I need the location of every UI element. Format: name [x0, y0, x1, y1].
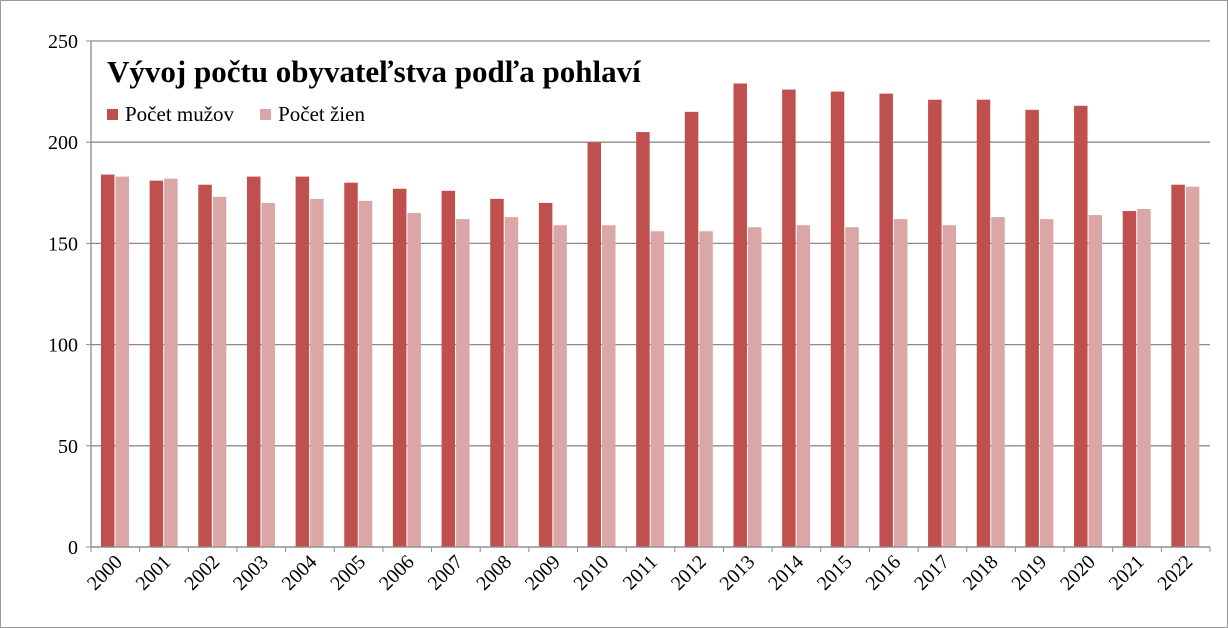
bar	[602, 225, 616, 547]
bar	[198, 184, 212, 548]
bar	[164, 178, 178, 547]
bar	[490, 198, 504, 547]
bar	[261, 202, 275, 548]
bar	[928, 99, 942, 548]
bar	[212, 196, 227, 547]
bar	[115, 176, 129, 547]
bar	[1171, 184, 1185, 548]
legend-swatch	[107, 109, 118, 120]
bar	[456, 219, 470, 547]
chart-title: Vývoj počtu obyvateľstva podľa pohlaví	[107, 54, 641, 89]
bar	[845, 227, 859, 547]
y-tick-label: 0	[68, 537, 78, 559]
bar	[538, 202, 553, 548]
bar	[893, 219, 908, 547]
bar	[358, 200, 373, 547]
bar	[392, 188, 407, 547]
bar	[684, 111, 699, 547]
bar	[1039, 219, 1054, 547]
bar	[149, 180, 164, 547]
bar	[441, 190, 456, 547]
bar	[344, 182, 358, 547]
bar	[733, 83, 747, 547]
y-tick-label: 50	[58, 436, 78, 458]
bar	[782, 89, 796, 548]
bar	[1122, 211, 1137, 548]
legend-label: Počet mužov	[125, 102, 235, 126]
bar	[504, 217, 519, 547]
bar	[101, 174, 115, 548]
y-tick-label: 200	[48, 132, 78, 154]
bar	[991, 217, 1005, 547]
bar	[1137, 208, 1151, 547]
bar	[1025, 109, 1039, 547]
legend-label: Počet žien	[278, 102, 365, 126]
bar	[587, 142, 602, 547]
bar	[650, 231, 665, 548]
bar	[699, 231, 713, 548]
bar	[942, 225, 957, 547]
legend-swatch	[260, 109, 272, 120]
bar	[310, 198, 324, 547]
bar	[1074, 105, 1088, 547]
bar	[295, 176, 310, 547]
bar	[1185, 186, 1200, 547]
bar	[553, 225, 567, 547]
bar	[830, 91, 845, 547]
bar	[246, 176, 261, 547]
bar	[747, 227, 762, 547]
y-tick-label: 150	[48, 233, 78, 255]
bar	[879, 93, 893, 548]
y-tick-label: 250	[48, 31, 78, 53]
bar	[636, 132, 650, 547]
bar	[1088, 215, 1103, 547]
bar	[407, 213, 421, 548]
bar	[976, 99, 991, 548]
y-tick-label: 100	[48, 335, 78, 357]
bar	[796, 225, 811, 547]
